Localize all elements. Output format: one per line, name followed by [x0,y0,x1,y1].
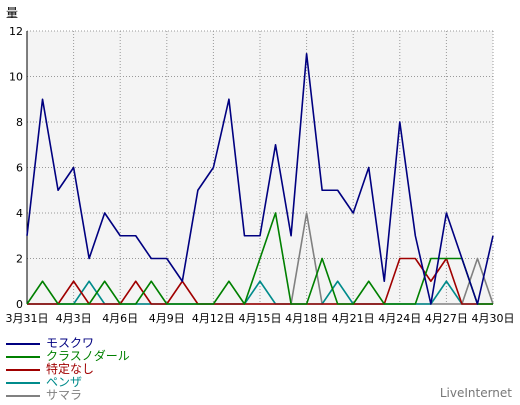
legend-swatch [6,342,40,345]
y-tick-label: 10 [9,71,23,84]
grid-lines [27,30,494,304]
x-tick-label: 4月6日 [102,312,138,325]
y-tick-label: 0 [16,298,23,311]
legend-swatch [6,368,40,371]
legend-label: モスクワ [46,336,95,350]
legend-item: ペンザ [6,376,130,389]
series-line-特定なし [27,257,493,305]
y-axis-label: 量 [6,6,18,20]
x-tick-label: 4月12日 [192,312,235,325]
series-line-モスクワ [26,52,494,305]
y-tick-label: 2 [16,253,23,266]
legend-item: クラスノダール [6,350,130,363]
legend-swatch [6,355,40,358]
x-tick-label: 4月18日 [285,312,328,325]
brand-footer: LiveInternet [439,386,512,400]
x-tick-label: 4月27日 [425,312,468,325]
legend-item: サマラ [6,389,130,402]
legend-swatch [6,381,40,384]
legend-label: ペンザ [46,375,83,389]
series-lines [26,52,494,305]
legend-label: 特定なし [46,362,95,376]
y-tick-label: 12 [9,25,23,38]
x-tick-label: 4月21日 [332,312,375,325]
y-tick-label: 4 [16,207,23,220]
x-tick-label: 4月9日 [149,312,185,325]
legend-swatch [6,394,40,397]
legend-item: モスクワ [6,337,130,350]
legend-label: サマラ [46,388,83,402]
x-tick-label: 4月15日 [239,312,282,325]
y-tick-label: 8 [16,116,23,129]
series-line-クラスノダール [26,212,493,305]
x-tick-label: 4月3日 [56,312,92,325]
legend: モスクワ クラスノダール 特定なし ペンザ サマラ [6,337,130,402]
legend-label: クラスノダール [46,349,130,363]
x-tick-label: 4月24日 [378,312,421,325]
tick-labels: 0 2 4 6 8 10 12 3月31日 4月3日 4月6日 4月9日 4月12日 4月15日 4月18… [6,25,515,325]
x-tick-label: 3月31日 [6,312,49,325]
x-tick-label: 4月30日 [472,312,515,325]
y-tick-label: 6 [16,162,23,175]
legend-item: 特定なし [6,363,130,376]
